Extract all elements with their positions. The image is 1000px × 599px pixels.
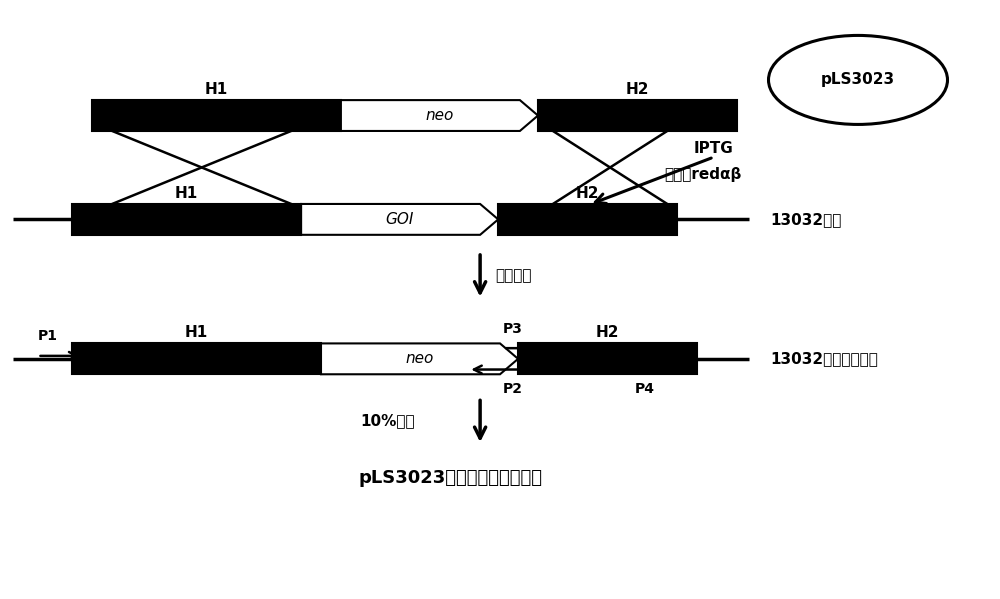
Text: H1: H1: [175, 186, 198, 201]
Text: H2: H2: [596, 325, 619, 340]
Text: H1: H1: [185, 325, 208, 340]
Text: 卡那霉素: 卡那霉素: [495, 268, 532, 283]
Polygon shape: [341, 100, 538, 131]
Polygon shape: [518, 343, 697, 374]
Ellipse shape: [769, 35, 948, 125]
Text: GOI: GOI: [385, 212, 414, 227]
Polygon shape: [72, 343, 321, 374]
Polygon shape: [538, 100, 737, 131]
Text: H2: H2: [626, 82, 649, 97]
Polygon shape: [92, 100, 341, 131]
Text: neo: neo: [425, 108, 454, 123]
Text: IPTG: IPTG: [694, 141, 734, 156]
Text: P2: P2: [503, 382, 523, 395]
Polygon shape: [72, 204, 301, 235]
Text: 10%蔗糖: 10%蔗糖: [361, 414, 415, 429]
Text: P4: P4: [634, 382, 654, 395]
Text: neo: neo: [405, 352, 434, 367]
Polygon shape: [301, 204, 498, 235]
Text: 13032原株: 13032原株: [770, 212, 842, 227]
Polygon shape: [498, 204, 677, 235]
Text: pLS3023消除的基因敲除变株: pLS3023消除的基因敲除变株: [358, 468, 542, 486]
Text: P3: P3: [503, 322, 523, 336]
Text: H1: H1: [205, 82, 228, 97]
Text: 13032基因敲除变株: 13032基因敲除变株: [770, 352, 878, 367]
Text: 重组酶redαβ: 重组酶redαβ: [664, 167, 741, 182]
Text: pLS3023: pLS3023: [821, 72, 895, 87]
Polygon shape: [321, 343, 518, 374]
Text: P1: P1: [38, 329, 58, 343]
Text: H2: H2: [576, 186, 599, 201]
